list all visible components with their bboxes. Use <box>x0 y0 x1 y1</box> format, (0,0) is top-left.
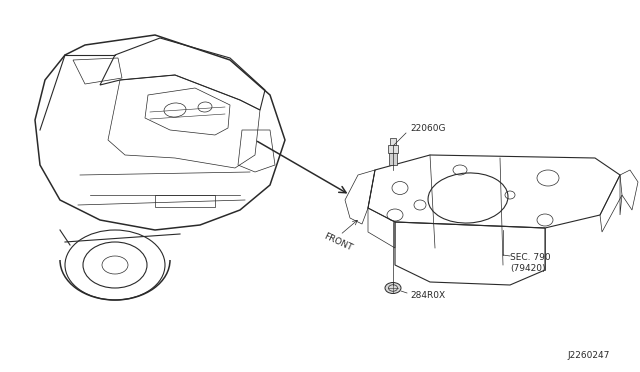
Text: 284R0X: 284R0X <box>410 291 445 299</box>
Text: 22060G: 22060G <box>410 124 445 132</box>
Text: (79420): (79420) <box>510 263 545 273</box>
Bar <box>388 145 398 153</box>
Bar <box>389 153 397 165</box>
Text: SEC. 790: SEC. 790 <box>510 253 550 263</box>
Text: FRONT: FRONT <box>322 231 353 253</box>
Bar <box>155 195 215 207</box>
Text: J2260247: J2260247 <box>568 351 610 360</box>
Bar <box>390 138 396 145</box>
Ellipse shape <box>385 282 401 294</box>
